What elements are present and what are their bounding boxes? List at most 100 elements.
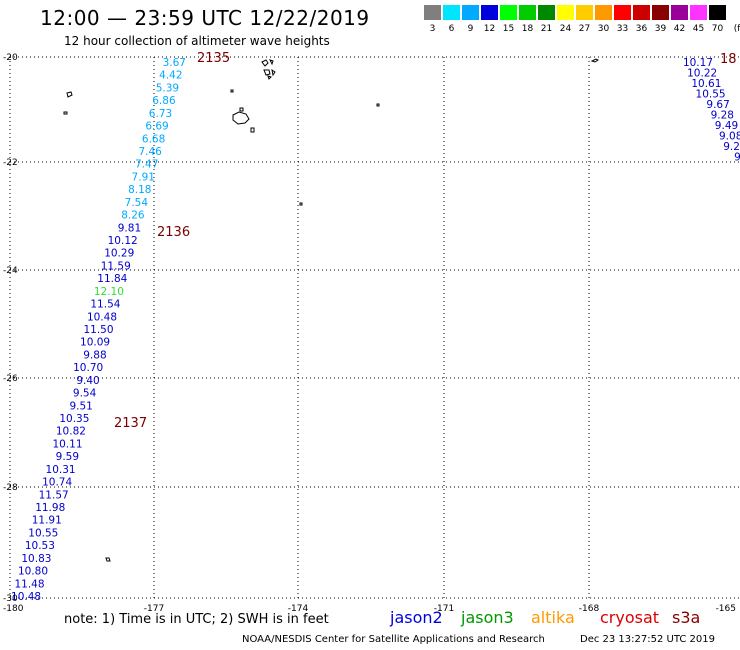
legend-swatch [462,5,479,20]
altimeter-track-right: 10.1710.2210.6110.559.679.289.499.089.25… [683,57,740,164]
legend-swatch [557,5,574,20]
swh-value-label: 9.88 [83,349,106,361]
swh-value-label: 10.09 [80,337,110,349]
swh-value-label: 7.91 [132,171,155,183]
lon-tick-label: -177 [144,604,164,614]
swh-value-label: 11.91 [32,515,62,527]
legend-swatch [424,5,441,20]
island-small-5 [590,58,599,63]
island-left-1 [66,91,73,98]
lon-tick-label: -174 [288,604,309,614]
legend-level-label: 9 [467,24,474,34]
satellite-name: jason2 [390,608,443,627]
swh-value-label: 9.08 [719,131,740,143]
lat-tick-label: -20 [3,53,18,63]
island-small-3 [299,202,303,206]
lat-lon-grid [10,57,740,598]
swh-value-label: 9.49 [715,120,738,132]
swh-value-label: 6.69 [145,121,168,133]
swh-value-label: 10.82 [56,426,86,438]
legend-swatch [595,5,612,20]
swh-value-label: 6.68 [142,133,165,145]
swh-value-label: 9.1 [734,152,740,164]
swh-value-label: 11.59 [101,260,131,272]
legend-swatch [614,5,631,20]
swh-value-label: 10.31 [46,464,76,476]
swh-value-label: 4.42 [159,70,182,82]
swh-value-label: 11.84 [97,273,127,285]
satellite-name: s3a [672,608,701,627]
lon-tick-label: -180 [3,604,24,614]
island-tonga-north [261,59,276,80]
swh-value-label: 9.25 [723,141,740,153]
swh-value-label: 9.40 [76,375,99,387]
legend-swatch [652,5,669,20]
legend-swatch [690,5,707,20]
legend-swatch [500,5,517,20]
pass-number-label: 2137 [114,416,147,431]
lon-tick-label: -165 [716,604,736,614]
legend-level-label: 42 [673,24,686,34]
legend-level-label: 45 [692,24,705,34]
swh-value-label: 10.17 [683,57,713,69]
legend-level-label: 3 [429,24,436,34]
altimeter-track-left: 3.674.425.396.866.736.696.687.467.477.91… [11,57,186,603]
swh-value-label: 8.26 [121,210,145,222]
swh-value-label: 8.18 [128,184,151,196]
swh-value-label: 9.28 [711,110,734,122]
pass-number-label: 2136 [157,225,190,240]
legend-swatch [519,5,536,20]
swh-value-label: 7.46 [138,146,162,158]
swh-value-label: 9.59 [56,451,79,463]
swh-value-label: 10.83 [21,553,51,565]
pass-labels: 2135 2136 2137 18 [114,51,737,431]
swh-value-label: 11.98 [35,502,65,514]
legend-level-label: 18 [521,24,534,34]
swh-value-label: 9.81 [118,222,141,234]
island-outlines [63,58,599,562]
satellite-name: cryosat [600,608,660,627]
swh-value-label: 10.70 [73,362,103,374]
island-small-4 [105,557,111,562]
satellite-name: jason3 [461,608,514,627]
footer-note: note: 1) Time is in UTC; 2) SWH is in fe… [64,612,329,627]
swh-value-label: 10.35 [59,413,89,425]
swh-value-label: 11.48 [14,578,44,590]
legend-swatch [709,5,726,20]
swh-value-label: 11.57 [39,489,69,501]
legend-level-label: 24 [559,24,572,34]
lon-tick-label: -171 [434,604,454,614]
legend-level-label: 6 [448,24,455,34]
swh-value-label: 10.11 [52,438,82,450]
swh-value-label: 10.74 [42,477,72,489]
legend-level-label: 15 [502,24,515,34]
swh-value-label: 9.67 [706,99,729,111]
pass-number-label: 18 [720,52,737,67]
swh-value-label: 10.80 [18,566,48,578]
legend-level-label: 30 [597,24,610,34]
island-vavau [232,107,250,125]
island-small-2 [376,103,380,107]
map-frame [9,56,740,599]
swh-value-label: 10.48 [11,591,41,603]
legend-swatch [481,5,498,20]
legend-level-label: 39 [654,24,667,34]
map-title: 12:00 — 23:59 UTC 12/22/2019 [40,6,370,30]
legend-level-label: 36 [635,24,648,34]
footer-credit: NOAA/NESDIS Center for Satellite Applica… [242,634,545,645]
swh-value-label: 11.54 [90,299,120,311]
lat-tick-label: -28 [3,483,18,493]
swh-value-label: 10.55 [696,89,726,101]
swh-value-label: 10.55 [28,527,58,539]
legend-level-label: 12 [483,24,496,34]
swh-value-label: 6.73 [149,108,172,120]
legend-swatch [633,5,650,20]
pass-number-label: 2135 [197,51,230,66]
legend-swatch [538,5,555,20]
swh-value-label: 7.47 [135,159,158,171]
lat-tick-label: -22 [3,158,18,168]
island-small-6 [63,89,234,115]
legend-swatch [576,5,593,20]
swh-value-label: 6.86 [152,95,176,107]
